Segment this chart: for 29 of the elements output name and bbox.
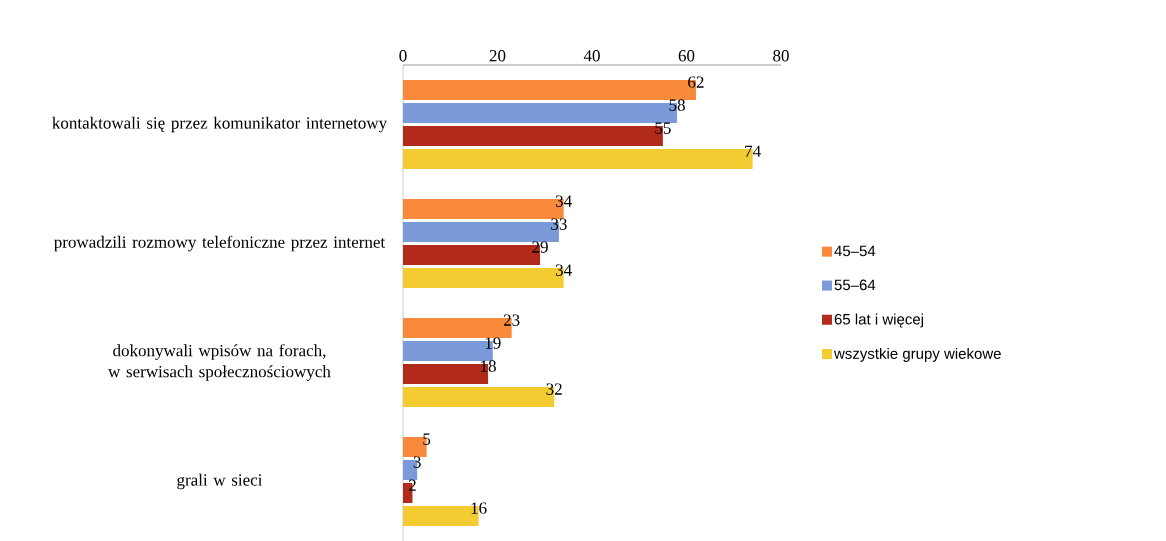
- legend-label: 45–54: [834, 245, 876, 257]
- x-tick-label: 60: [678, 50, 695, 62]
- x-tick-label: 80: [773, 50, 789, 62]
- data-label: 16: [471, 502, 487, 514]
- y-tick-label: kontaktowali się przez komunikator internetowy: [52, 116, 388, 133]
- x-tick-label: 40: [583, 50, 600, 62]
- data-label: 62: [688, 76, 704, 88]
- data-label: 34: [555, 195, 572, 207]
- data-label: 18: [481, 360, 496, 372]
- data-label: 23: [503, 314, 520, 326]
- y-tick-label: dokonywali wpisów na forach, w serwisach społecznościowych: [108, 344, 331, 381]
- y-tick-label: prowadzili rozmowy telefoniczne przez internet: [54, 235, 386, 252]
- legend-label: 65 lat i więcej: [834, 313, 924, 328]
- data-label: 55: [655, 122, 671, 134]
- data-label: 58: [669, 99, 685, 111]
- data-label: 2: [408, 479, 416, 491]
- data-label: 33: [551, 218, 567, 230]
- data-label: 5: [423, 433, 431, 445]
- legend-label: 55–64: [834, 279, 876, 291]
- data-label: 74: [745, 145, 761, 157]
- data-label: 34: [555, 264, 572, 276]
- y-tick-label: grali w sieci: [177, 473, 263, 490]
- data-label: 3: [413, 456, 421, 468]
- x-tick-label: 20: [489, 50, 506, 62]
- data-label: 32: [546, 383, 562, 395]
- data-label: 29: [532, 241, 548, 253]
- data-label: 19: [485, 337, 501, 349]
- legend-label: wszystkie grupy wiekowe: [833, 347, 1001, 362]
- x-tick-label: 0: [399, 50, 407, 62]
